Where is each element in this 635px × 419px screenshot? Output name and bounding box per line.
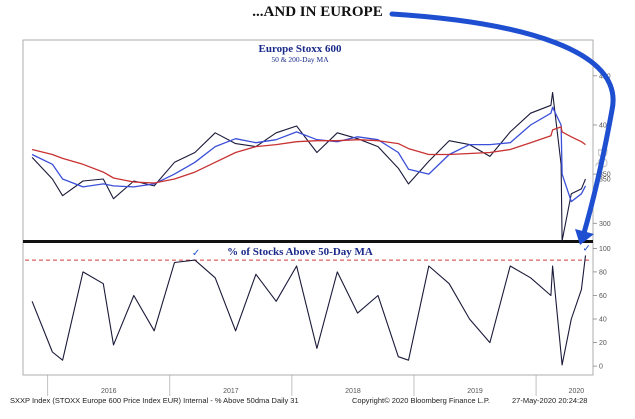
top-series-ma50 bbox=[31, 106, 587, 203]
checkmark-2: ✓ bbox=[582, 243, 590, 254]
top-y-tick-label-350: 350 bbox=[599, 172, 611, 179]
top-y-tick-label-400: 400 bbox=[599, 122, 611, 129]
footer-copyright: Copyright© 2020 Bloomberg Finance L.P. bbox=[352, 396, 490, 405]
bottom-series-breadth bbox=[31, 255, 587, 366]
bottom-y-tick-label-40: 40 bbox=[599, 317, 607, 324]
bottom-y-tick-label-80: 80 bbox=[599, 269, 607, 276]
top-chart-title: Europe Stoxx 600 bbox=[259, 43, 342, 55]
headline: ...AND IN EUROPE bbox=[252, 4, 383, 20]
callout-arrow-shaft bbox=[389, 11, 616, 236]
bottom-y-tick-label-100: 100 bbox=[599, 246, 611, 253]
checkmark-1: ✓ bbox=[192, 248, 200, 259]
bottom-panel-frame bbox=[22, 241, 594, 376]
x-label-2020: 2020 bbox=[569, 388, 585, 395]
top-series-ma200 bbox=[31, 126, 586, 184]
top-series-price bbox=[31, 91, 587, 242]
top-chart-subtitle: 50 & 200-Day MA bbox=[271, 55, 329, 64]
bottom-y-tick-label-20: 20 bbox=[599, 340, 607, 347]
bottom-y-tick-label-60: 60 bbox=[599, 293, 607, 300]
callout-arrow-head bbox=[575, 229, 594, 245]
bottom-y-tick-label-0: 0 bbox=[599, 364, 603, 371]
x-label-2017: 2017 bbox=[223, 388, 239, 395]
x-label-2016: 2016 bbox=[101, 388, 117, 395]
current-price-label: 350 bbox=[599, 177, 611, 184]
x-label-2018: 2018 bbox=[345, 388, 361, 395]
footer-source: SXXP Index (STOXX Europe 600 Price Index… bbox=[10, 396, 299, 405]
top-y-tick-label-300: 300 bbox=[599, 221, 611, 228]
footer-timestamp: 27-May-2020 20:24:28 bbox=[512, 396, 587, 405]
x-label-2019: 2019 bbox=[467, 388, 483, 395]
bottom-chart-title: % of Stocks Above 50-Day MA bbox=[227, 246, 373, 258]
